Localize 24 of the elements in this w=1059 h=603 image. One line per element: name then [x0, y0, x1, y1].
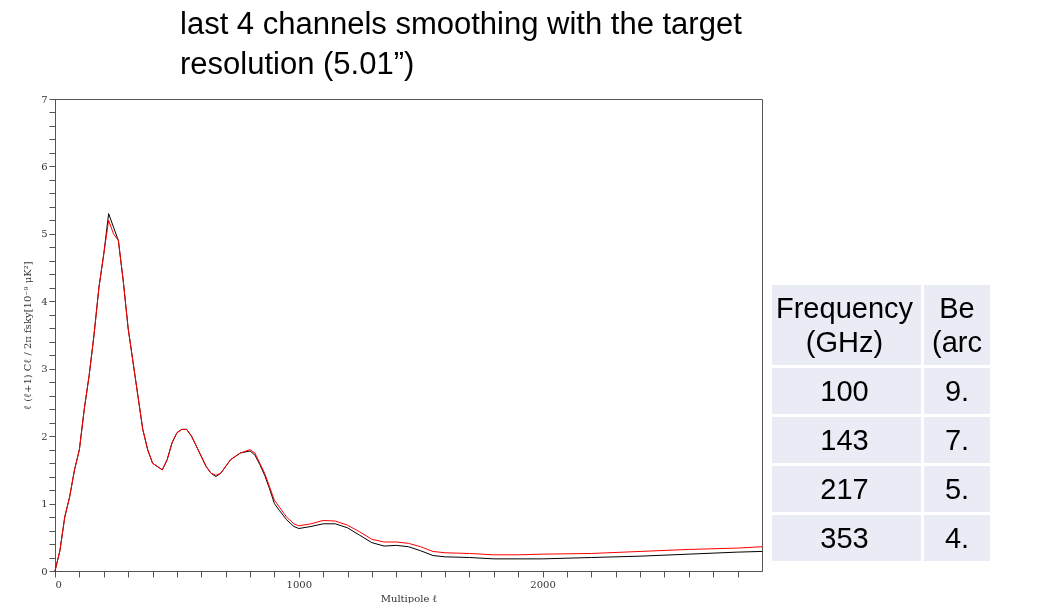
y-axis-title: ℓ (ℓ+1) Cℓ / 2π fsky[10⁻⁹ μK²]: [22, 261, 34, 410]
y-tick-label: 6: [41, 160, 48, 172]
text: 5.: [924, 466, 990, 512]
text: 7.: [924, 417, 990, 463]
text: 217: [768, 466, 922, 512]
y-tick-label: 2: [41, 430, 48, 442]
y-tick-label: 1: [41, 498, 48, 510]
text: last 4 channels smoothing with the target resolution (5.01”): [180, 5, 743, 83]
y-tick-label: 4: [41, 295, 48, 307]
x-axis-title: Multipole ℓ: [380, 592, 438, 603]
text: 353: [768, 515, 922, 561]
x-tick-label: 1000: [286, 578, 313, 590]
x-tick-label: 2000: [530, 578, 556, 590]
text: 100: [768, 368, 922, 414]
text: Frequency (GHz): [768, 285, 922, 365]
x-tick-label: 0: [55, 578, 62, 590]
y-tick-label: 0: [41, 565, 48, 577]
text: 9.: [924, 368, 990, 414]
y-tick-label: 3: [41, 363, 48, 375]
y-tick-label: 7: [41, 93, 48, 105]
text: 143: [768, 417, 922, 463]
text: 4.: [924, 515, 990, 561]
y-tick-label: 5: [41, 228, 48, 240]
text: Be (arc: [924, 285, 990, 365]
